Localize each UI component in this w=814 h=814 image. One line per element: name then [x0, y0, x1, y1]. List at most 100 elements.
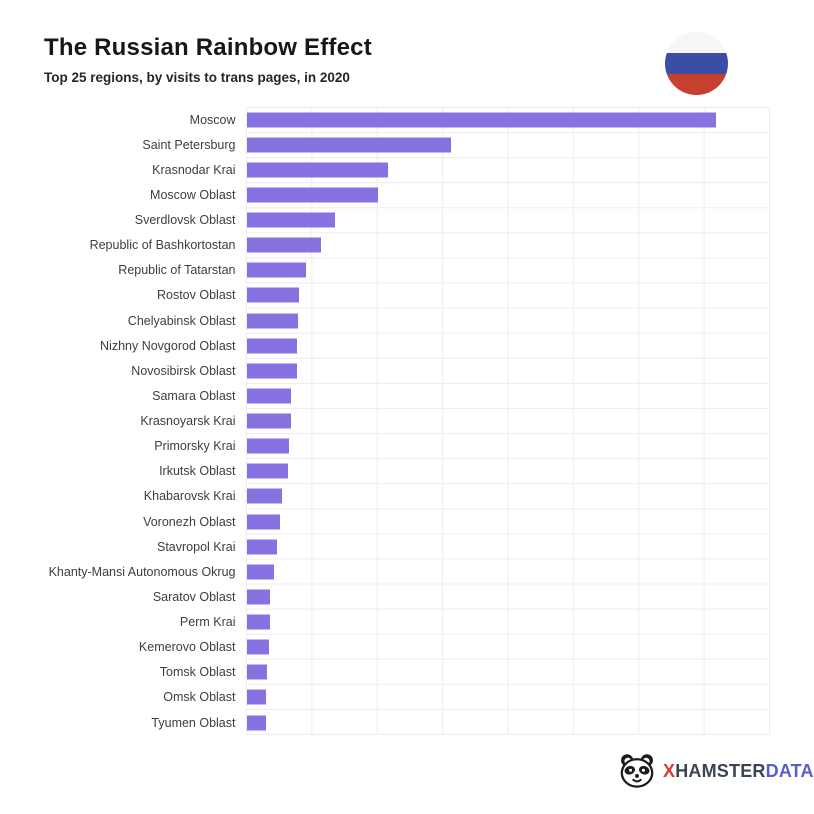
page-title: The Russian Rainbow Effect	[44, 34, 372, 61]
chart-row: Kemerovo Oblast	[44, 635, 770, 660]
bar-track	[246, 710, 771, 735]
chart-row: Khanty-Mansi Autonomous Okrug	[44, 559, 770, 584]
bar-track	[246, 610, 771, 635]
hamster-logo-icon	[620, 754, 654, 788]
brand-wordmark: XHAMSTERDATA	[663, 761, 814, 782]
bar	[246, 715, 266, 731]
chart-row: Republic of Bashkortostan	[44, 233, 770, 258]
category-label: Khabarovsk Krai	[143, 489, 236, 504]
category-label: Tomsk Oblast	[159, 665, 236, 680]
bar-track	[246, 685, 771, 710]
category-label: Novosibirsk Oblast	[131, 363, 236, 378]
category-label: Stavropol Krai	[156, 539, 236, 554]
chart-row: Khabarovsk Krai	[44, 484, 770, 509]
bar	[246, 112, 717, 128]
brand-hamster: HAMSTER	[675, 760, 766, 781]
category-label: Nizhny Novgorod Oblast	[100, 338, 236, 353]
bar-track	[246, 509, 771, 534]
brand-x: X	[663, 760, 676, 781]
category-label: Krasnoyarsk Krai	[140, 414, 236, 429]
category-label: Khanty-Mansi Autonomous Okrug	[48, 564, 236, 579]
category-label: Republic of Bashkortostan	[89, 238, 236, 253]
bar-track	[246, 107, 771, 132]
bar-track	[246, 358, 771, 383]
category-label: Primorsky Krai	[154, 439, 236, 454]
category-label: Chelyabinsk Oblast	[127, 313, 236, 328]
chart-row: Voronezh Oblast	[44, 509, 770, 534]
bar-track	[246, 459, 771, 484]
category-label: Samara Oblast	[152, 388, 236, 403]
chart-row: Stavropol Krai	[44, 534, 770, 559]
bar-track	[246, 132, 771, 157]
bar	[246, 689, 266, 705]
bar-track	[246, 233, 771, 258]
bar-chart: Moscow Saint Petersburg Krasnodar Krai Mosc…	[44, 107, 770, 735]
chart-row: Sverdlovsk Oblast	[44, 208, 770, 233]
category-label: Tyumen Oblast	[151, 715, 236, 730]
bar	[246, 564, 275, 580]
bar	[246, 438, 289, 454]
bar-track	[246, 534, 771, 559]
chart-row: Tyumen Oblast	[44, 710, 770, 735]
bar	[246, 388, 291, 404]
category-label: Voronezh Oblast	[143, 514, 236, 529]
bar	[246, 639, 269, 655]
flag-stripe-blue	[665, 53, 728, 74]
russia-flag-circle-icon	[665, 32, 728, 95]
bar-track	[246, 333, 771, 358]
bar	[246, 187, 378, 203]
bar	[246, 488, 282, 504]
chart-row: Primorsky Krai	[44, 434, 770, 459]
chart-row: Perm Krai	[44, 610, 770, 635]
bar-track	[246, 208, 771, 233]
chart-row: Chelyabinsk Oblast	[44, 308, 770, 333]
bar	[246, 313, 298, 329]
bar	[246, 237, 321, 253]
chart-rows: Moscow Saint Petersburg Krasnodar Krai Mosc…	[44, 107, 770, 735]
bar-track	[246, 182, 771, 207]
category-label: Irkutsk Oblast	[159, 464, 236, 479]
bar-track	[246, 584, 771, 609]
category-label: Omsk Oblast	[163, 690, 236, 705]
chart-row: Rostov Oblast	[44, 283, 770, 308]
flag-stripe-white	[665, 32, 728, 54]
chart-row: Novosibirsk Oblast	[44, 358, 770, 383]
bar-track	[246, 484, 771, 509]
bar-track	[246, 660, 771, 685]
bar	[246, 338, 297, 354]
flag-stripe-red	[665, 73, 728, 95]
category-label: Moscow	[189, 112, 236, 127]
chart-row: Omsk Oblast	[44, 685, 770, 710]
chart-row: Republic of Tatarstan	[44, 258, 770, 283]
bar-track	[246, 434, 771, 459]
bar	[246, 363, 298, 379]
category-label: Saratov Oblast	[152, 589, 236, 604]
bar	[246, 287, 300, 303]
bar-track	[246, 409, 771, 434]
category-label: Sverdlovsk Oblast	[134, 213, 236, 228]
bar	[246, 614, 270, 630]
bar	[246, 463, 289, 479]
brand-footer: XHAMSTERDATA	[618, 752, 814, 790]
bar	[246, 664, 267, 680]
chart-row: Samara Oblast	[44, 383, 770, 408]
bar-track	[246, 383, 771, 408]
chart-row: Moscow Oblast	[44, 182, 770, 207]
chart-row: Moscow	[44, 107, 770, 132]
header: The Russian Rainbow Effect Top 25 region…	[44, 32, 770, 95]
bar-track	[246, 258, 771, 283]
bar-track	[246, 157, 771, 182]
chart-row: Irkutsk Oblast	[44, 459, 770, 484]
bar	[246, 212, 336, 228]
bar-track	[246, 559, 771, 584]
category-label: Republic of Tatarstan	[118, 263, 236, 278]
bar	[246, 589, 270, 605]
chart-row: Saratov Oblast	[44, 584, 770, 609]
chart-row: Krasnoyarsk Krai	[44, 409, 770, 434]
category-label: Kemerovo Oblast	[138, 640, 236, 655]
category-label: Rostov Oblast	[156, 288, 236, 303]
bar	[246, 137, 451, 153]
category-label: Saint Petersburg	[142, 137, 236, 152]
category-label: Moscow Oblast	[150, 187, 236, 202]
bar-track	[246, 283, 771, 308]
